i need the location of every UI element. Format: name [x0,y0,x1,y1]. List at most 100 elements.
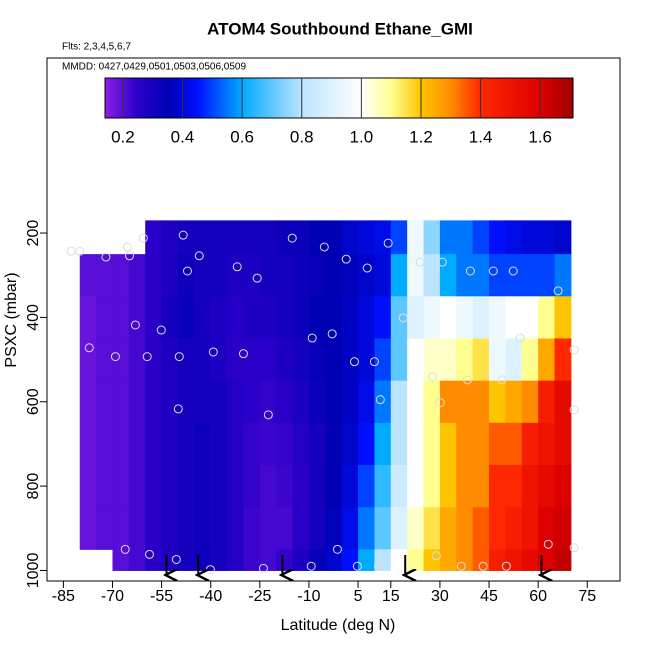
observation-point [497,375,507,385]
colorbar-tick-label: 1.6 [528,127,552,146]
cell [538,254,556,297]
cell [374,254,392,297]
cell [128,254,146,297]
cell [505,254,523,297]
cell [423,254,441,297]
cell [489,338,506,382]
cell [472,422,490,466]
cell [259,380,277,424]
cell [210,338,228,382]
observation-point [84,343,94,353]
cell [194,254,212,297]
cell [308,380,326,424]
cell [308,338,326,382]
cell [341,507,359,550]
cell [472,380,490,424]
cell [439,220,457,255]
observation-point [182,266,192,276]
cell [423,422,441,466]
cell [538,380,556,424]
cell [407,296,425,339]
cell [489,507,506,550]
cell [341,422,359,466]
cell [259,507,277,550]
cell [341,296,359,339]
cell [456,549,474,571]
cell [161,465,179,508]
cell [210,254,228,297]
cell [161,220,179,255]
observation-point [383,238,393,248]
cell [325,296,343,339]
cell [521,220,539,255]
cell [276,220,294,255]
cell [145,507,163,550]
cell [79,465,97,508]
colorbar [104,77,574,119]
cell [128,507,146,550]
observation-point [263,410,273,420]
observation-point [332,544,342,554]
cell [554,338,572,382]
cell [128,380,146,424]
cell [472,296,490,339]
cell [505,380,523,424]
cell [439,549,457,571]
x-axis-label: Latitude (deg N) [281,617,396,634]
cell [210,507,228,550]
cell [358,507,375,550]
observation-point [375,395,385,405]
cell [374,549,392,571]
observation-point [174,352,184,362]
cell [554,296,572,339]
cell [439,422,457,466]
cell [227,338,244,382]
cell [521,338,539,382]
cell [456,338,474,382]
cell [227,549,244,571]
cell [276,549,294,571]
cell [128,549,146,571]
observation-point [415,257,425,267]
cell [341,254,359,297]
cell [456,422,474,466]
cell [177,380,195,424]
cell [456,296,474,339]
cell [161,254,179,297]
cell [145,296,163,339]
chart-title: ATOM4 Southbound Ethane_GMI [207,19,473,38]
cell [194,338,212,382]
cell [292,549,310,571]
cell [259,296,277,339]
cell [489,254,506,297]
observation-point [543,539,553,549]
cell [489,296,506,339]
cell [374,296,392,339]
cell [161,507,179,550]
cell [538,296,556,339]
cell [96,338,113,382]
cell [210,380,228,424]
colorbar-tick-label: 0.2 [111,127,135,146]
cell [407,380,425,424]
cell [505,296,523,339]
cell [439,254,457,297]
observation-point [130,320,140,330]
cell [538,465,556,508]
cell [456,465,474,508]
cell [259,338,277,382]
cell [112,549,130,571]
cell [489,465,506,508]
observation-point [122,242,132,252]
observation-point [508,266,518,276]
cell [210,296,228,339]
cell [374,507,392,550]
cell [79,380,97,424]
cell [521,422,539,466]
cell [145,465,163,508]
cell [407,507,425,550]
cell [276,338,294,382]
cell [96,507,113,550]
observation-point [352,561,362,571]
cell [112,380,130,424]
